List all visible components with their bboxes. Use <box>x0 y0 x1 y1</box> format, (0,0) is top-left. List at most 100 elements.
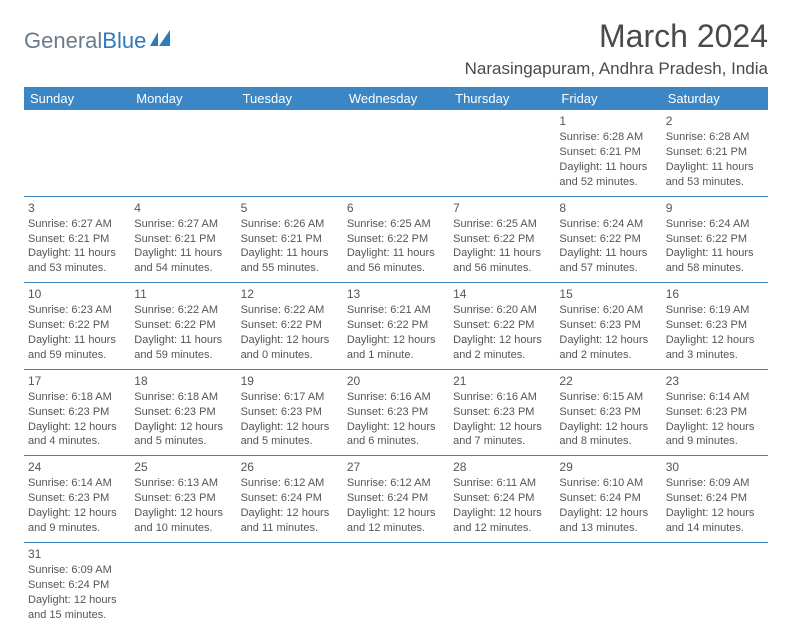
day-number: 29 <box>559 459 657 475</box>
sunrise-line: Sunrise: 6:18 AM <box>28 390 126 405</box>
day-number: 26 <box>241 459 339 475</box>
daylight-line: Daylight: 11 hours <box>347 246 445 261</box>
daylight-line: and 59 minutes. <box>28 348 126 363</box>
calendar-cell: 26Sunrise: 6:12 AMSunset: 6:24 PMDayligh… <box>237 456 343 543</box>
sunrise-line: Sunrise: 6:16 AM <box>347 390 445 405</box>
sunrise-line: Sunrise: 6:20 AM <box>453 303 551 318</box>
daylight-line: Daylight: 12 hours <box>666 333 764 348</box>
calendar-cell-empty <box>343 542 449 628</box>
daylight-line: and 7 minutes. <box>453 434 551 449</box>
daylight-line: and 11 minutes. <box>241 521 339 536</box>
sunset-line: Sunset: 6:21 PM <box>241 232 339 247</box>
sunset-line: Sunset: 6:23 PM <box>28 405 126 420</box>
daylight-line: and 56 minutes. <box>347 261 445 276</box>
day-number: 6 <box>347 200 445 216</box>
logo-part1: General <box>24 28 102 53</box>
weekday-header: Wednesday <box>343 87 449 110</box>
daylight-line: and 12 minutes. <box>347 521 445 536</box>
sunset-line: Sunset: 6:23 PM <box>134 405 232 420</box>
sunset-line: Sunset: 6:23 PM <box>453 405 551 420</box>
sunrise-line: Sunrise: 6:16 AM <box>453 390 551 405</box>
sunrise-line: Sunrise: 6:20 AM <box>559 303 657 318</box>
daylight-line: Daylight: 11 hours <box>559 160 657 175</box>
calendar-cell: 14Sunrise: 6:20 AMSunset: 6:22 PMDayligh… <box>449 283 555 370</box>
sunset-line: Sunset: 6:21 PM <box>28 232 126 247</box>
daylight-line: Daylight: 11 hours <box>134 333 232 348</box>
calendar-cell: 29Sunrise: 6:10 AMSunset: 6:24 PMDayligh… <box>555 456 661 543</box>
calendar-cell-empty <box>449 542 555 628</box>
calendar-row: 1Sunrise: 6:28 AMSunset: 6:21 PMDaylight… <box>24 110 768 196</box>
sunrise-line: Sunrise: 6:28 AM <box>666 130 764 145</box>
sunrise-line: Sunrise: 6:18 AM <box>134 390 232 405</box>
sunset-line: Sunset: 6:23 PM <box>28 491 126 506</box>
sunset-line: Sunset: 6:24 PM <box>559 491 657 506</box>
calendar-cell: 24Sunrise: 6:14 AMSunset: 6:23 PMDayligh… <box>24 456 130 543</box>
calendar-cell: 18Sunrise: 6:18 AMSunset: 6:23 PMDayligh… <box>130 369 236 456</box>
day-number: 3 <box>28 200 126 216</box>
calendar-cell: 7Sunrise: 6:25 AMSunset: 6:22 PMDaylight… <box>449 196 555 283</box>
daylight-line: Daylight: 11 hours <box>666 246 764 261</box>
day-number: 12 <box>241 286 339 302</box>
daylight-line: Daylight: 12 hours <box>453 333 551 348</box>
day-number: 17 <box>28 373 126 389</box>
day-number: 11 <box>134 286 232 302</box>
daylight-line: Daylight: 12 hours <box>28 593 126 608</box>
day-number: 2 <box>666 113 764 129</box>
calendar-body: 1Sunrise: 6:28 AMSunset: 6:21 PMDaylight… <box>24 110 768 628</box>
daylight-line: Daylight: 12 hours <box>28 506 126 521</box>
calendar-row: 31Sunrise: 6:09 AMSunset: 6:24 PMDayligh… <box>24 542 768 628</box>
sunrise-line: Sunrise: 6:09 AM <box>28 563 126 578</box>
day-number: 13 <box>347 286 445 302</box>
daylight-line: and 58 minutes. <box>666 261 764 276</box>
daylight-line: Daylight: 12 hours <box>347 506 445 521</box>
daylight-line: Daylight: 11 hours <box>28 333 126 348</box>
calendar-cell: 23Sunrise: 6:14 AMSunset: 6:23 PMDayligh… <box>662 369 768 456</box>
calendar-cell-empty <box>449 110 555 196</box>
calendar-cell: 20Sunrise: 6:16 AMSunset: 6:23 PMDayligh… <box>343 369 449 456</box>
day-number: 20 <box>347 373 445 389</box>
sunset-line: Sunset: 6:22 PM <box>241 318 339 333</box>
daylight-line: and 5 minutes. <box>241 434 339 449</box>
sunrise-line: Sunrise: 6:11 AM <box>453 476 551 491</box>
calendar-cell: 30Sunrise: 6:09 AMSunset: 6:24 PMDayligh… <box>662 456 768 543</box>
sunrise-line: Sunrise: 6:10 AM <box>559 476 657 491</box>
calendar-cell-empty <box>662 542 768 628</box>
sunset-line: Sunset: 6:23 PM <box>666 318 764 333</box>
calendar-cell: 19Sunrise: 6:17 AMSunset: 6:23 PMDayligh… <box>237 369 343 456</box>
calendar-cell-empty <box>555 542 661 628</box>
day-number: 19 <box>241 373 339 389</box>
day-number: 25 <box>134 459 232 475</box>
calendar-row: 17Sunrise: 6:18 AMSunset: 6:23 PMDayligh… <box>24 369 768 456</box>
sunset-line: Sunset: 6:23 PM <box>559 405 657 420</box>
daylight-line: Daylight: 11 hours <box>453 246 551 261</box>
weekday-header: Monday <box>130 87 236 110</box>
calendar-cell-empty <box>343 110 449 196</box>
calendar-cell: 17Sunrise: 6:18 AMSunset: 6:23 PMDayligh… <box>24 369 130 456</box>
daylight-line: Daylight: 12 hours <box>241 333 339 348</box>
sunrise-line: Sunrise: 6:21 AM <box>347 303 445 318</box>
day-number: 16 <box>666 286 764 302</box>
sunset-line: Sunset: 6:24 PM <box>347 491 445 506</box>
calendar-cell: 21Sunrise: 6:16 AMSunset: 6:23 PMDayligh… <box>449 369 555 456</box>
flag-icon <box>150 30 176 53</box>
daylight-line: Daylight: 12 hours <box>559 333 657 348</box>
calendar-cell: 12Sunrise: 6:22 AMSunset: 6:22 PMDayligh… <box>237 283 343 370</box>
calendar-cell-empty <box>237 542 343 628</box>
calendar-cell: 28Sunrise: 6:11 AMSunset: 6:24 PMDayligh… <box>449 456 555 543</box>
sunset-line: Sunset: 6:24 PM <box>666 491 764 506</box>
calendar-cell: 10Sunrise: 6:23 AMSunset: 6:22 PMDayligh… <box>24 283 130 370</box>
daylight-line: Daylight: 12 hours <box>347 333 445 348</box>
daylight-line: Daylight: 12 hours <box>559 420 657 435</box>
daylight-line: and 56 minutes. <box>453 261 551 276</box>
logo-text: GeneralBlue <box>24 28 146 54</box>
daylight-line: and 2 minutes. <box>559 348 657 363</box>
weekday-header: Saturday <box>662 87 768 110</box>
sunset-line: Sunset: 6:24 PM <box>453 491 551 506</box>
daylight-line: and 14 minutes. <box>666 521 764 536</box>
sunset-line: Sunset: 6:22 PM <box>559 232 657 247</box>
daylight-line: Daylight: 11 hours <box>28 246 126 261</box>
calendar-cell: 8Sunrise: 6:24 AMSunset: 6:22 PMDaylight… <box>555 196 661 283</box>
calendar-cell: 15Sunrise: 6:20 AMSunset: 6:23 PMDayligh… <box>555 283 661 370</box>
sunset-line: Sunset: 6:23 PM <box>559 318 657 333</box>
daylight-line: and 1 minute. <box>347 348 445 363</box>
